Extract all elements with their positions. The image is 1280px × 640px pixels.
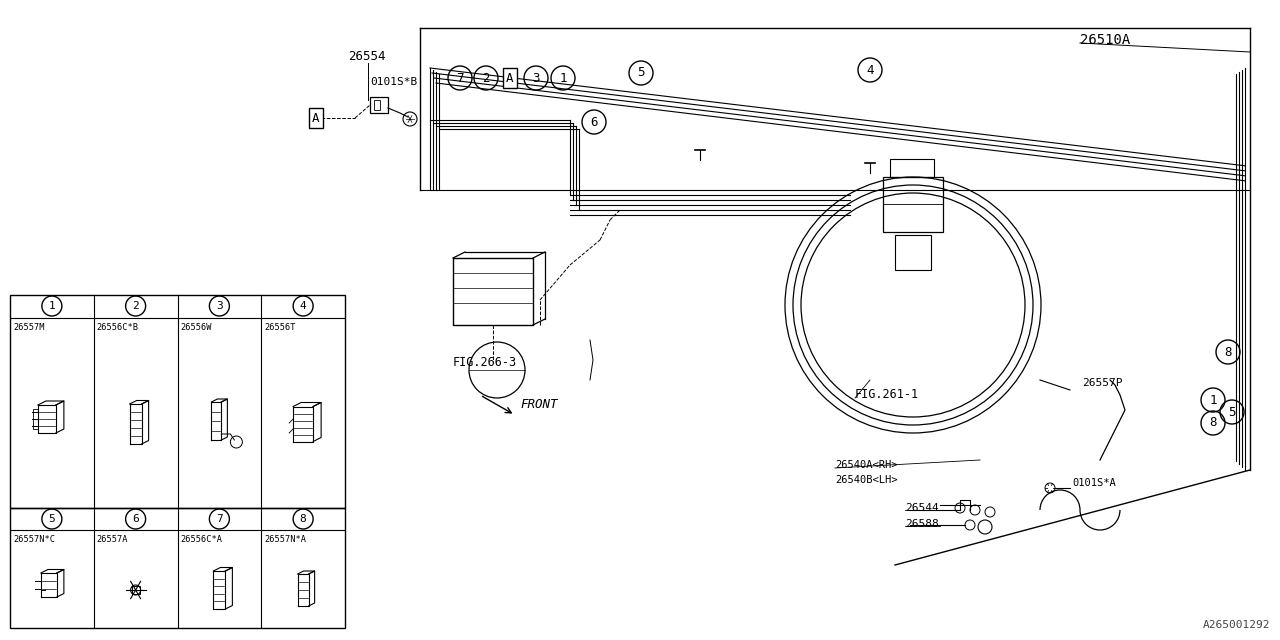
Text: 1: 1 (49, 301, 55, 311)
Text: 8: 8 (1210, 417, 1217, 429)
Text: 1: 1 (1210, 394, 1217, 406)
Text: 26540B<LH>: 26540B<LH> (835, 475, 897, 485)
Bar (374, 100, 380, 110)
Text: A265001292: A265001292 (1202, 620, 1270, 630)
Text: 6: 6 (132, 514, 140, 524)
Text: 2: 2 (132, 301, 140, 311)
Bar (895, 235, 931, 270)
Text: 26556C*B: 26556C*B (97, 323, 138, 332)
Bar (890, 159, 934, 177)
Text: 8: 8 (300, 514, 306, 524)
Bar (883, 177, 943, 232)
Text: 26557M: 26557M (13, 323, 45, 332)
Text: 7: 7 (456, 72, 463, 84)
Text: 26556T: 26556T (264, 323, 296, 332)
Text: 3: 3 (216, 301, 223, 311)
Text: 1: 1 (559, 72, 567, 84)
Bar (10, 295, 346, 508)
Text: 2: 2 (483, 72, 490, 84)
Bar (370, 97, 388, 113)
Text: 26544: 26544 (905, 503, 938, 513)
Text: 3: 3 (532, 72, 540, 84)
Text: 4: 4 (867, 63, 874, 77)
Text: 0101S*B: 0101S*B (370, 77, 417, 87)
Text: 4: 4 (300, 301, 306, 311)
Text: 26588: 26588 (905, 519, 938, 529)
Text: 7: 7 (216, 514, 223, 524)
Text: 26554: 26554 (348, 51, 385, 63)
Text: 6: 6 (590, 115, 598, 129)
Text: A: A (312, 111, 320, 125)
Text: 5: 5 (1229, 406, 1235, 419)
Text: 26557N*C: 26557N*C (13, 535, 55, 544)
Text: 0101S*A: 0101S*A (1073, 478, 1116, 488)
Text: 26540A<RH>: 26540A<RH> (835, 460, 897, 470)
Text: 26556W: 26556W (180, 323, 212, 332)
Text: 26510A: 26510A (1080, 33, 1130, 47)
Text: 26557P: 26557P (1082, 378, 1123, 388)
Text: 26557A: 26557A (97, 535, 128, 544)
Bar (453, 258, 532, 325)
Text: FRONT: FRONT (520, 399, 558, 412)
Text: FIG.266-3: FIG.266-3 (453, 355, 517, 369)
Bar (10, 508, 346, 628)
Text: 5: 5 (49, 514, 55, 524)
Text: A: A (507, 72, 513, 84)
Text: 26556C*A: 26556C*A (180, 535, 223, 544)
Text: 5: 5 (637, 67, 645, 79)
Text: 26557N*A: 26557N*A (264, 535, 306, 544)
Text: FIG.261-1: FIG.261-1 (855, 388, 919, 401)
Text: 8: 8 (1224, 346, 1231, 358)
